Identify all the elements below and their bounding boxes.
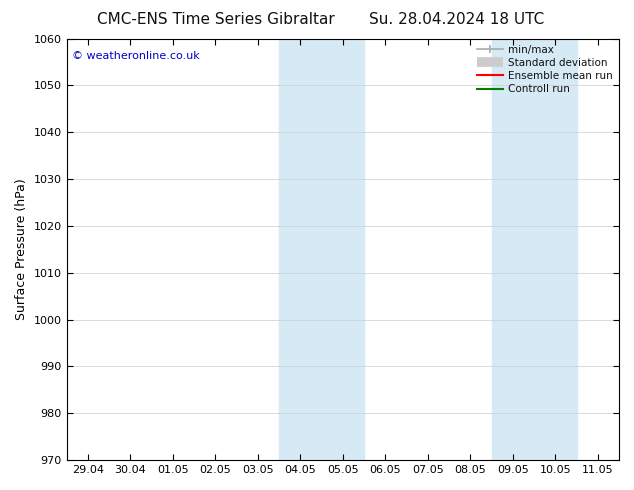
Y-axis label: Surface Pressure (hPa): Surface Pressure (hPa) [15,178,28,320]
Legend: min/max, Standard deviation, Ensemble mean run, Controll run: min/max, Standard deviation, Ensemble me… [474,42,616,98]
Text: CMC-ENS Time Series Gibraltar: CMC-ENS Time Series Gibraltar [96,12,335,27]
Text: © weatheronline.co.uk: © weatheronline.co.uk [72,51,200,61]
Text: Su. 28.04.2024 18 UTC: Su. 28.04.2024 18 UTC [369,12,544,27]
Bar [491,39,576,460]
Bar [279,39,364,460]
